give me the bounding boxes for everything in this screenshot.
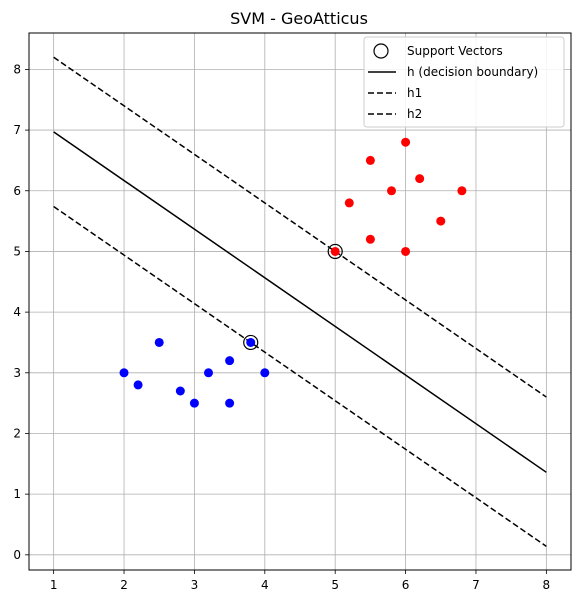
y-tick-label: 8 bbox=[13, 62, 21, 76]
support-vector-marker bbox=[243, 334, 259, 351]
red-class-point bbox=[365, 234, 375, 244]
y-tick-label: 0 bbox=[13, 548, 21, 562]
legend-label: h (decision boundary) bbox=[407, 65, 538, 79]
support-vector-markers bbox=[243, 243, 343, 351]
blue-class-point bbox=[225, 356, 235, 366]
legend: Support Vectors h (decision boundary) h1 h2 bbox=[363, 36, 565, 128]
blue-class-point bbox=[175, 386, 185, 396]
red-class-point bbox=[436, 216, 446, 226]
margin-line-h1 bbox=[53, 56, 547, 398]
x-tick-label: 5 bbox=[331, 578, 339, 592]
y-tick-label: 4 bbox=[13, 305, 21, 319]
blue-class-point bbox=[225, 398, 235, 408]
x-tick-label: 4 bbox=[261, 578, 269, 592]
chart-title: SVM - GeoAtticus bbox=[230, 9, 368, 28]
blue-class-point bbox=[189, 398, 199, 408]
blue-class-point bbox=[203, 368, 213, 378]
legend-label: h1 bbox=[407, 86, 422, 100]
red-class-point bbox=[415, 174, 425, 184]
x-tick-label: 2 bbox=[120, 578, 128, 592]
support-vector-marker bbox=[327, 243, 343, 260]
legend-label: Support Vectors bbox=[407, 44, 503, 58]
x-tick-label: 1 bbox=[50, 578, 58, 592]
x-tick-label: 8 bbox=[543, 578, 551, 592]
blue-class-point bbox=[119, 368, 129, 378]
red-class-point bbox=[401, 246, 411, 256]
blue-class-point bbox=[154, 337, 164, 347]
legend-box bbox=[363, 36, 565, 128]
red-class-point bbox=[457, 186, 467, 196]
plot-area-frame bbox=[28, 32, 572, 571]
x-tick-label: 3 bbox=[191, 578, 199, 592]
x-tick-label: 6 bbox=[402, 578, 410, 592]
axis-ticks: 1 2 3 4 5 6 7 8 0 1 2 3 4 5 6 7 8 bbox=[13, 62, 550, 592]
red-class-point bbox=[344, 198, 354, 208]
decision-boundary-line bbox=[53, 131, 547, 473]
x-tick-label: 7 bbox=[472, 578, 480, 592]
boundary-lines bbox=[53, 56, 547, 547]
y-tick-label: 5 bbox=[13, 244, 21, 258]
y-tick-label: 3 bbox=[13, 366, 21, 380]
blue-class-point bbox=[246, 337, 256, 347]
data-points bbox=[119, 137, 467, 408]
legend-label: h2 bbox=[407, 107, 422, 121]
y-tick-label: 6 bbox=[13, 184, 21, 198]
blue-class-point bbox=[260, 368, 270, 378]
legend-support-vector-symbol bbox=[373, 43, 389, 59]
red-class-point bbox=[330, 246, 340, 256]
blue-class-point bbox=[133, 380, 143, 390]
y-tick-label: 1 bbox=[13, 487, 21, 501]
red-class-point bbox=[401, 137, 411, 147]
y-tick-label: 2 bbox=[13, 426, 21, 440]
y-tick-label: 7 bbox=[13, 123, 21, 137]
margin-line-h2 bbox=[53, 205, 547, 547]
red-class-point bbox=[365, 155, 375, 165]
red-class-point bbox=[387, 186, 397, 196]
